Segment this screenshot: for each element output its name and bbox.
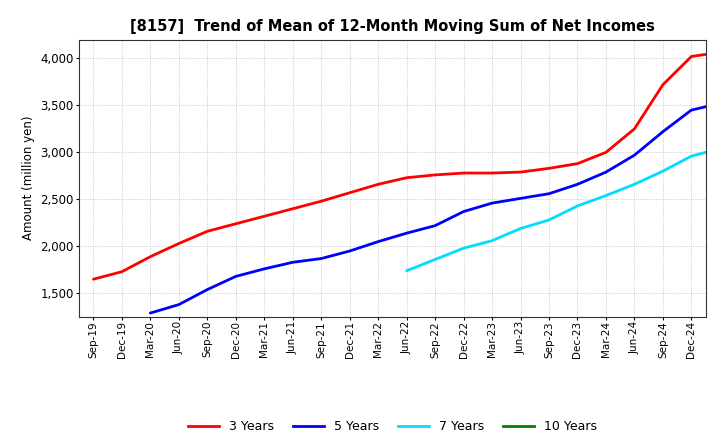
Title: [8157]  Trend of Mean of 12-Month Moving Sum of Net Incomes: [8157] Trend of Mean of 12-Month Moving … [130, 19, 654, 34]
Y-axis label: Amount (million yen): Amount (million yen) [22, 116, 35, 240]
Legend: 3 Years, 5 Years, 7 Years, 10 Years: 3 Years, 5 Years, 7 Years, 10 Years [183, 415, 602, 438]
